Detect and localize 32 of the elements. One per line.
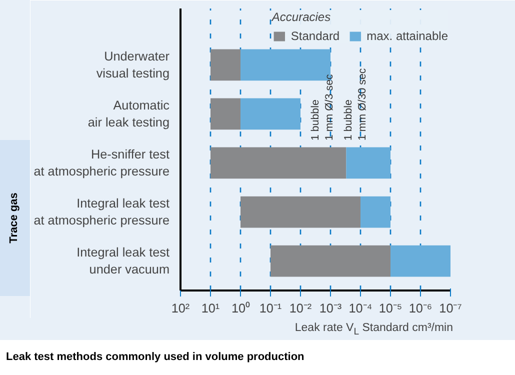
y-tick-label: Integral leak test under vacuum <box>76 246 170 276</box>
x-tick-label: 10⁻³ <box>319 302 342 316</box>
bar <box>346 147 390 179</box>
x-tick-label: 10¹ <box>201 302 220 316</box>
y-tick-label: He-sniffer test at atmospheric pressure <box>34 148 170 178</box>
x-tick-label: 10⁻² <box>289 302 312 316</box>
x-tick-label: 10⁻⁶ <box>408 302 432 316</box>
bar <box>210 147 346 179</box>
legend-label: max. attainable <box>366 29 448 43</box>
bar <box>390 245 450 277</box>
x-tick-label: 10⁻⁴ <box>348 302 372 316</box>
bar <box>210 98 240 130</box>
text: Trace gas <box>7 192 22 244</box>
bar <box>270 245 390 277</box>
x-tick-label: 10⁰ <box>231 302 251 316</box>
text: Leak test methods commonly used in volume production <box>6 350 304 365</box>
legend-label: Standard <box>290 29 340 43</box>
x-tick-label: 10⁻¹ <box>259 302 282 316</box>
legend-title: Accuracies <box>272 10 332 24</box>
bar <box>240 196 360 228</box>
x-tick-label: 10⁻⁷ <box>439 302 462 316</box>
y-tick-label: Automatic air leak testing <box>88 98 170 130</box>
bar <box>240 98 300 130</box>
bar <box>360 196 390 228</box>
bar <box>210 49 240 81</box>
y-tick-label: Underwater visual testing <box>96 50 170 80</box>
annotation: 1 bubble 1 mm Ø/3 sec <box>309 74 336 140</box>
x-tick-label: 10⁻⁵ <box>378 302 402 316</box>
annotation: 1 bubble 1 mm Ø/30 sec <box>342 68 369 140</box>
y-tick-label: Integral leak test at atmospheric pressure <box>34 196 170 228</box>
x-axis-title: Leak rate V$_{L}$ Standard cm³/min <box>294 321 453 340</box>
x-tick-label: 10² <box>171 302 190 316</box>
